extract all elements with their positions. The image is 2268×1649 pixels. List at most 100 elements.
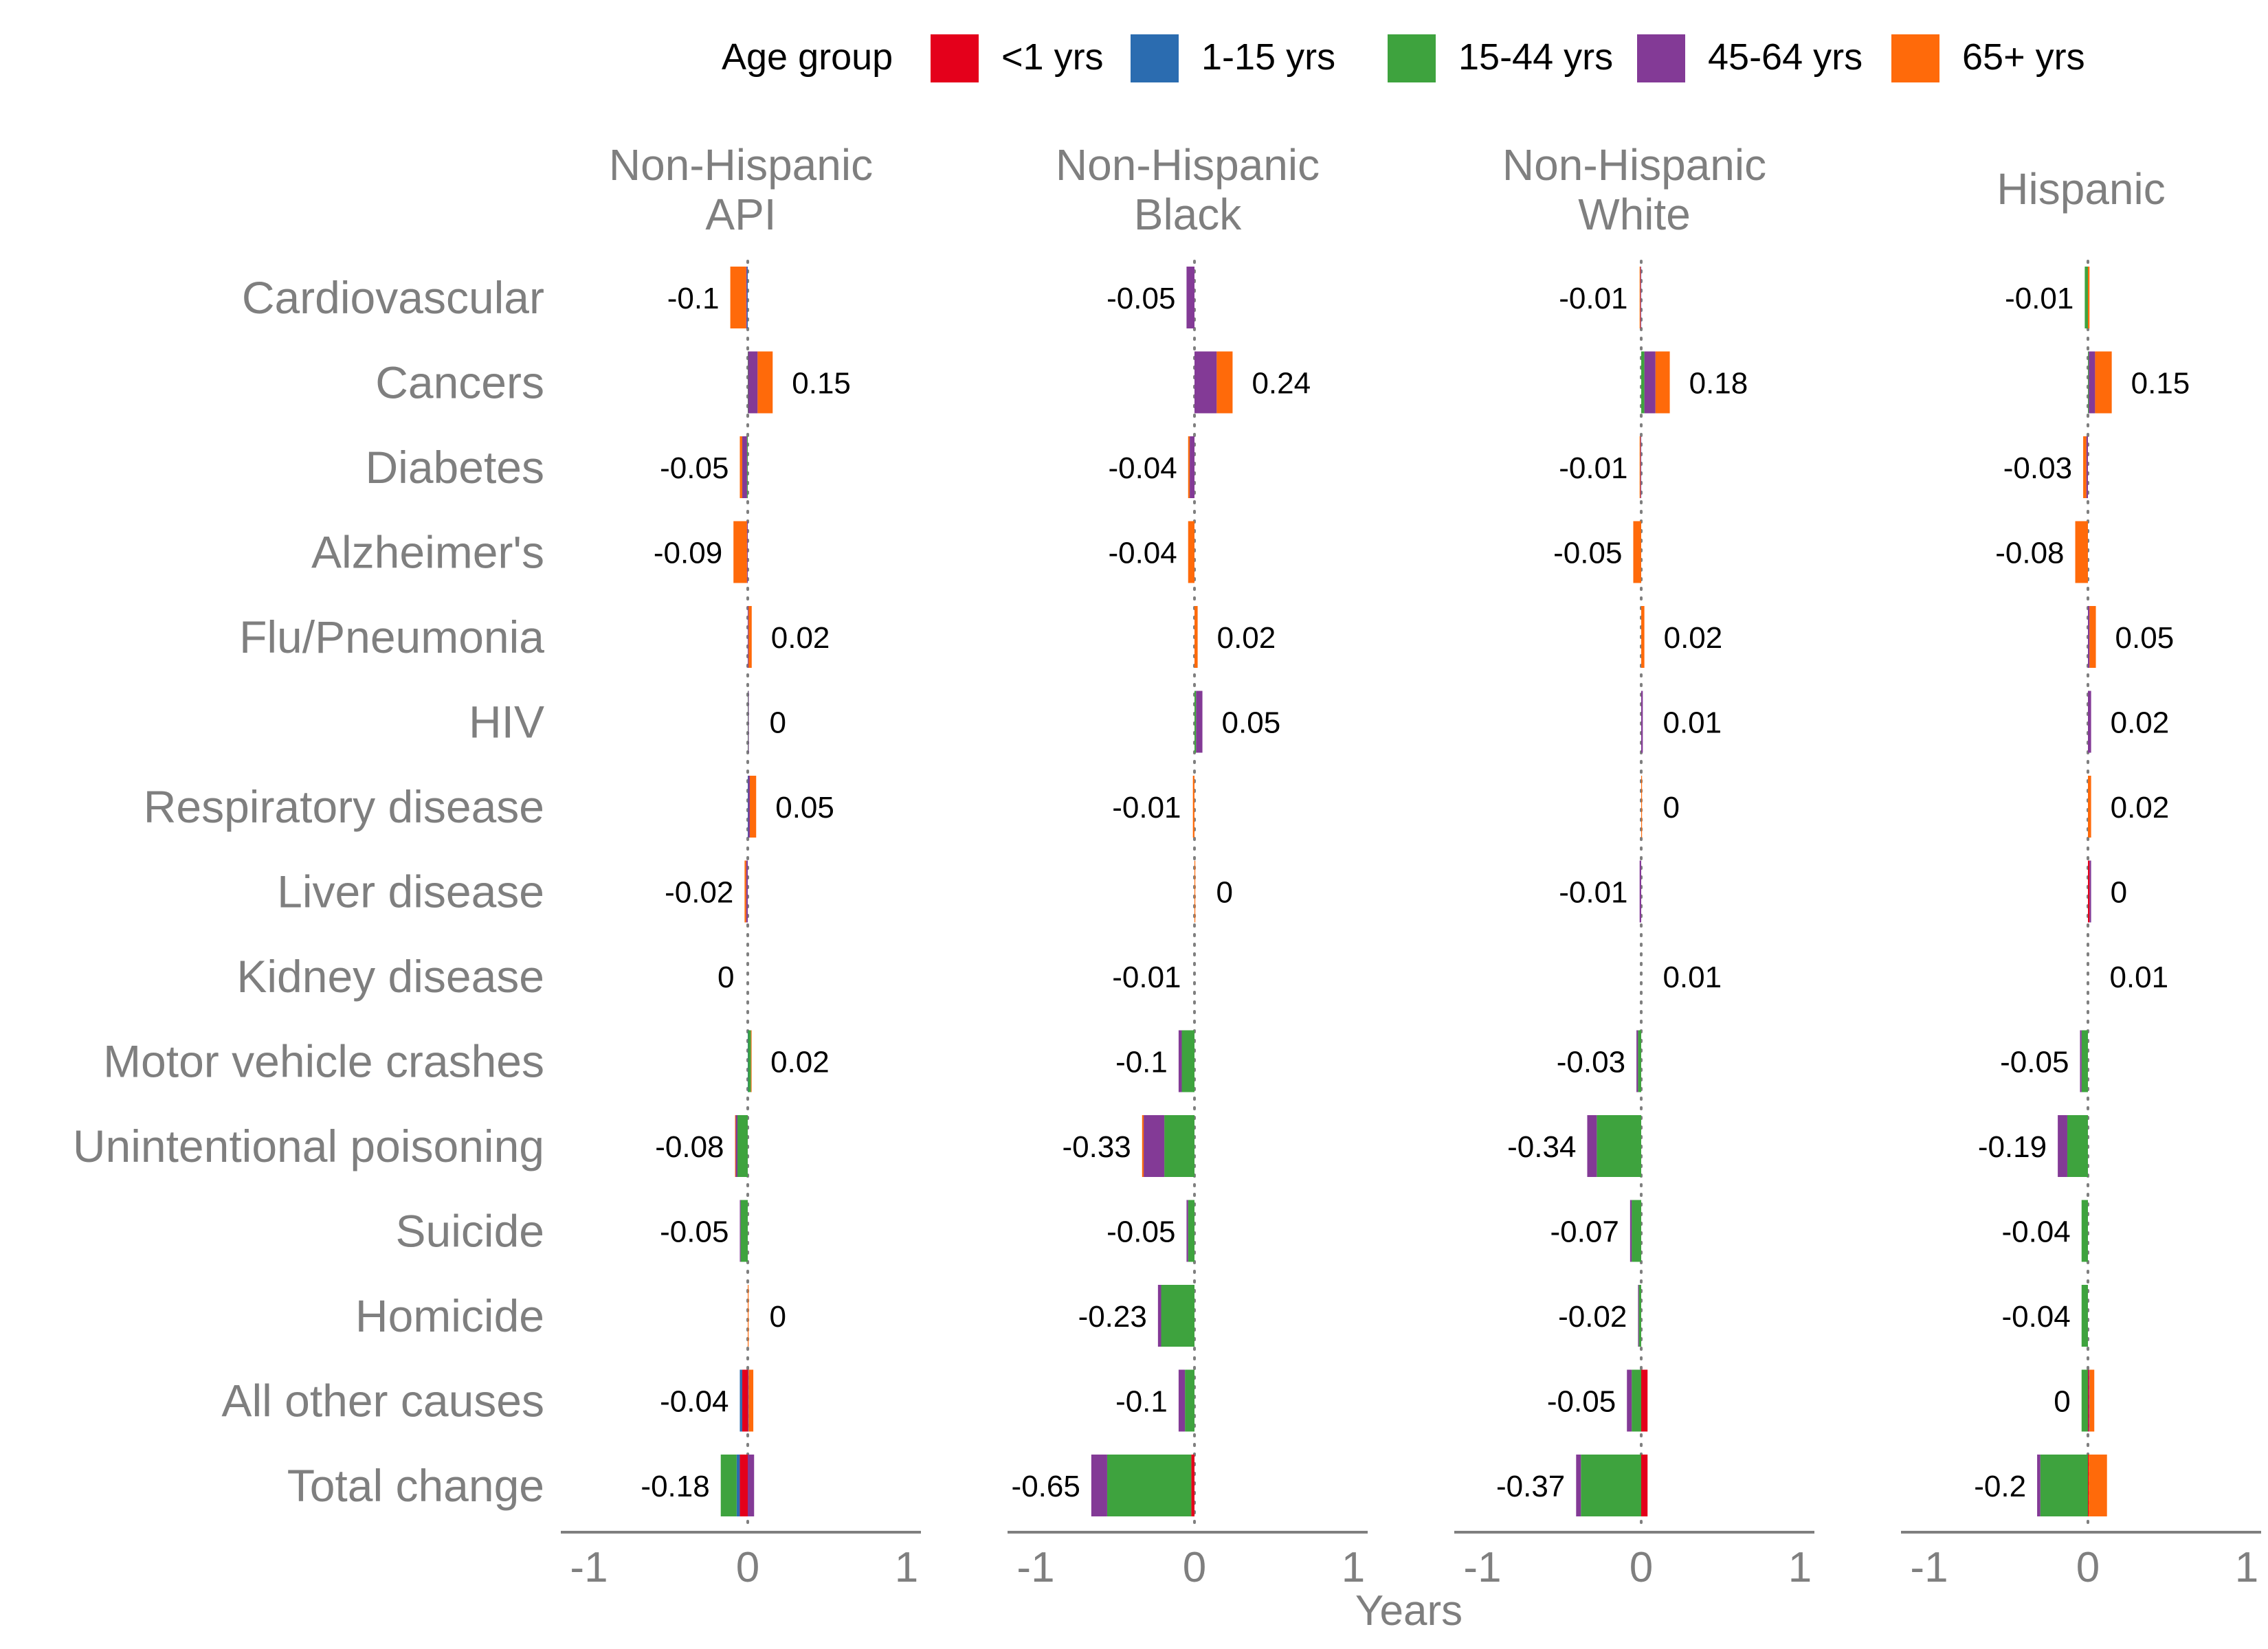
bar-p0-r9-s4 [751, 1030, 752, 1092]
panel-2-tick-0: -1 [1463, 1544, 1501, 1591]
bar-p2-r5-s3 [1641, 691, 1643, 753]
bar-p0-r2-s2 [746, 436, 748, 498]
panel-1-tick-0: -1 [1016, 1544, 1054, 1591]
bar-p2-r13-s2 [1632, 1369, 1641, 1432]
data-label-p2-r7: -0.01 [1559, 876, 1627, 910]
bar-p2-r1-s3 [1644, 351, 1656, 414]
bar-p3-r10-s3 [2058, 1115, 2067, 1177]
legend-label-1: 1-15 yrs [1201, 36, 1335, 78]
data-label-p1-r2: -0.04 [1108, 451, 1177, 485]
bar-p0-r7-s4 [744, 860, 746, 923]
bar-p1-r11-s3 [1186, 1200, 1188, 1262]
bar-p0-r10-s4 [735, 1115, 736, 1177]
legend-swatch-2 [1388, 34, 1436, 82]
panel-2-tick-1: 0 [1630, 1544, 1653, 1591]
panel-3-title-line-0: Hispanic [1997, 164, 2165, 214]
bar-p1-r14-s0 [1191, 1455, 1194, 1516]
bar-p1-r10-s2 [1164, 1115, 1194, 1177]
bar-p2-r12-s2 [1638, 1285, 1641, 1347]
bar-p0-r14-s1 [736, 1455, 740, 1516]
bar-p1-r11-s2 [1188, 1200, 1194, 1262]
bar-p2-r13-s0 [1641, 1369, 1648, 1432]
bar-p0-r9-s2 [748, 1030, 751, 1092]
bar-p3-r5-s3 [2088, 691, 2091, 753]
bar-p1-r2-s4 [1188, 436, 1190, 498]
data-label-p3-r1: 0.15 [2131, 367, 2190, 401]
bar-p0-r10-s2 [737, 1115, 748, 1177]
data-label-p1-r10: -0.33 [1062, 1130, 1131, 1164]
panel-1-title-line-0: Non-Hispanic [1056, 140, 1320, 190]
data-label-p0-r11: -0.05 [660, 1215, 729, 1249]
bar-p0-r6-s4 [750, 776, 757, 838]
data-label-p3-r4: 0.05 [2115, 621, 2175, 655]
data-label-p2-r3: -0.05 [1553, 537, 1622, 570]
bar-p3-r9-s3 [2080, 1030, 2082, 1092]
legend-label-2: 15-44 yrs [1458, 36, 1613, 78]
bar-p3-r14-s2 [2040, 1455, 2088, 1516]
bar-p2-r0-s4 [1639, 267, 1641, 328]
bar-p1-r4-s4 [1194, 606, 1198, 668]
bar-p2-r11-s2 [1632, 1200, 1641, 1262]
data-label-p1-r1: 0.24 [1252, 367, 1311, 401]
category-label-2: Diabetes [366, 442, 545, 493]
bar-p1-r13-s3 [1178, 1369, 1186, 1432]
bar-p1-r7-s4 [1194, 860, 1196, 923]
data-label-p1-r4: 0.02 [1217, 621, 1276, 655]
legend-title: Age group [722, 36, 893, 78]
bar-p2-r2-s4 [1639, 436, 1641, 498]
bar-p0-r4-s4 [748, 606, 752, 668]
data-label-p0-r14: -0.18 [641, 1470, 709, 1503]
data-label-p0-r3: -0.09 [654, 537, 722, 570]
data-label-p1-r6: -0.01 [1112, 791, 1181, 824]
legend-swatch-3 [1637, 34, 1685, 82]
bar-p3-r3-s4 [2075, 521, 2088, 583]
panel-1-tick-2: 1 [1342, 1544, 1365, 1591]
data-label-p1-r13: -0.1 [1115, 1385, 1168, 1419]
panel-1-tick-1: 0 [1183, 1544, 1206, 1591]
data-label-p0-r0: -0.1 [667, 282, 720, 315]
data-label-p3-r8: 0.01 [2109, 961, 2168, 994]
bar-p2-r10-s2 [1597, 1115, 1641, 1177]
bar-p0-r11-s2 [740, 1200, 748, 1262]
bar-p0-r2-s4 [740, 436, 742, 498]
data-label-p2-r5: 0.01 [1663, 706, 1722, 740]
data-label-p0-r2: -0.05 [660, 451, 729, 485]
legend-swatch-4 [1891, 34, 1939, 82]
panel-2-tick-2: 1 [1788, 1544, 1812, 1591]
bar-p0-r14-s3 [748, 1455, 755, 1516]
panel-3: Hispanic -0.01 0.15 -0.03 -0.08 0.05 0.02 0.02 0… [1901, 164, 2261, 1591]
bar-p2-r13-s3 [1627, 1369, 1632, 1432]
data-label-p3-r11: -0.04 [2001, 1215, 2070, 1249]
data-label-p0-r12: 0 [769, 1300, 786, 1334]
bar-p3-r7-s0 [2088, 860, 2090, 923]
bar-p0-r1-s3 [748, 351, 758, 414]
bar-p3-r14-s0 [2088, 1455, 2089, 1516]
bar-p1-r1-s3 [1194, 351, 1217, 414]
bar-p2-r4-s4 [1641, 606, 1645, 668]
bar-p0-r0-s3 [746, 267, 747, 328]
data-label-p0-r9: 0.02 [770, 1046, 830, 1079]
panel-0-tick-2: 1 [895, 1544, 918, 1591]
bar-p1-r6-s4 [1192, 776, 1194, 838]
data-label-p3-r14: -0.2 [1974, 1470, 2026, 1503]
panel-0-tick-1: 0 [736, 1544, 759, 1591]
panel-2-title-line-0: Non-Hispanic [1502, 140, 1766, 190]
bar-p1-r3-s4 [1188, 521, 1194, 583]
data-label-p2-r8: 0.01 [1663, 961, 1722, 994]
category-label-5: HIV [469, 697, 544, 748]
data-label-p3-r0: -0.01 [2005, 282, 2074, 315]
category-label-1: Cancers [375, 357, 544, 408]
category-label-3: Alzheimer's [311, 527, 544, 578]
bar-p0-r13-s0 [742, 1369, 748, 1432]
bar-p2-r6-s4 [1641, 776, 1643, 838]
data-label-p3-r5: 0.02 [2111, 706, 2170, 740]
bar-p1-r14-s3 [1091, 1455, 1107, 1516]
bar-p3-r2-s3 [2086, 436, 2088, 498]
bar-p1-r1-s4 [1216, 351, 1233, 414]
category-label-4: Flu/Pneumonia [239, 612, 544, 662]
bar-p2-r14-s2 [1581, 1455, 1641, 1516]
legend: Age group <1 yrs 1-15 yrs 15-44 yrs 45-64 y… [722, 34, 2085, 82]
data-label-p3-r13: 0 [2054, 1385, 2070, 1419]
